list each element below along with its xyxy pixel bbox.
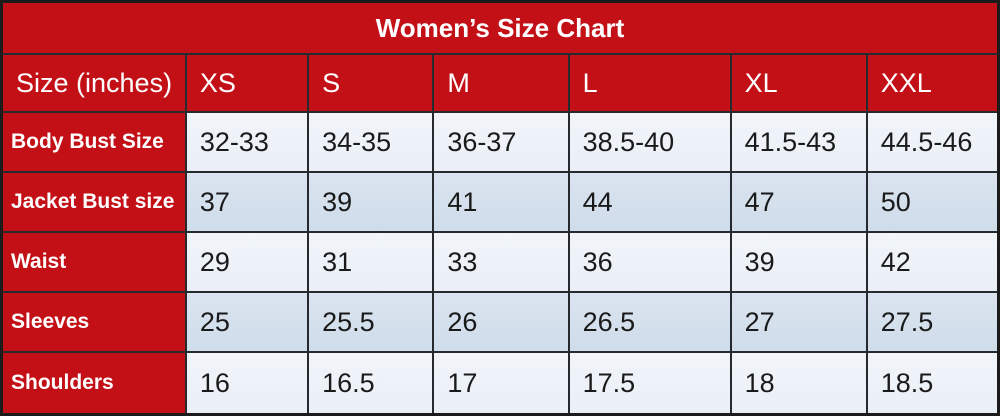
table-cell: 36 (569, 233, 732, 293)
table-cell: 41 (434, 173, 570, 233)
table-cell: 38.5-40 (569, 113, 732, 173)
table-cell: 33 (434, 233, 570, 293)
table-cell: 42 (867, 233, 997, 293)
column-header-xl: XL (731, 55, 868, 113)
table-cell: 32-33 (186, 113, 310, 173)
table-cell: 29 (186, 233, 310, 293)
table-cell: 26 (434, 293, 570, 353)
table-cell: 47 (731, 173, 868, 233)
table-cell: 34-35 (309, 113, 435, 173)
column-header-l: L (569, 55, 732, 113)
row-label-shoulders: Shoulders (3, 353, 187, 413)
table-cell: 50 (867, 173, 997, 233)
column-header-s: S (309, 55, 435, 113)
row-label-jacket-bust-size: Jacket Bust size (3, 173, 187, 233)
column-header-size-inches: Size (inches) (3, 55, 187, 113)
table-cell: 27 (731, 293, 868, 353)
table-cell: 44 (569, 173, 732, 233)
table-cell: 17.5 (569, 353, 732, 413)
table-cell: 44.5-46 (867, 113, 997, 173)
table-cell: 31 (309, 233, 435, 293)
column-header-m: M (434, 55, 570, 113)
row-label-waist: Waist (3, 233, 187, 293)
table-cell: 16.5 (309, 353, 435, 413)
table-cell: 39 (731, 233, 868, 293)
table-cell: 25.5 (309, 293, 435, 353)
table-cell: 39 (309, 173, 435, 233)
table-cell: 26.5 (569, 293, 732, 353)
table-cell: 25 (186, 293, 310, 353)
column-header-xxl: XXL (867, 55, 997, 113)
table-cell: 18.5 (867, 353, 997, 413)
chart-title: Women’s Size Chart (3, 3, 997, 55)
table-cell: 17 (434, 353, 570, 413)
column-header-xs: XS (186, 55, 310, 113)
row-label-sleeves: Sleeves (3, 293, 187, 353)
table-cell: 37 (186, 173, 310, 233)
table-cell: 36-37 (434, 113, 570, 173)
table-cell: 18 (731, 353, 868, 413)
table-cell: 16 (186, 353, 310, 413)
table-cell: 41.5-43 (731, 113, 868, 173)
row-label-body-bust-size: Body Bust Size (3, 113, 187, 173)
table-cell: 27.5 (867, 293, 997, 353)
